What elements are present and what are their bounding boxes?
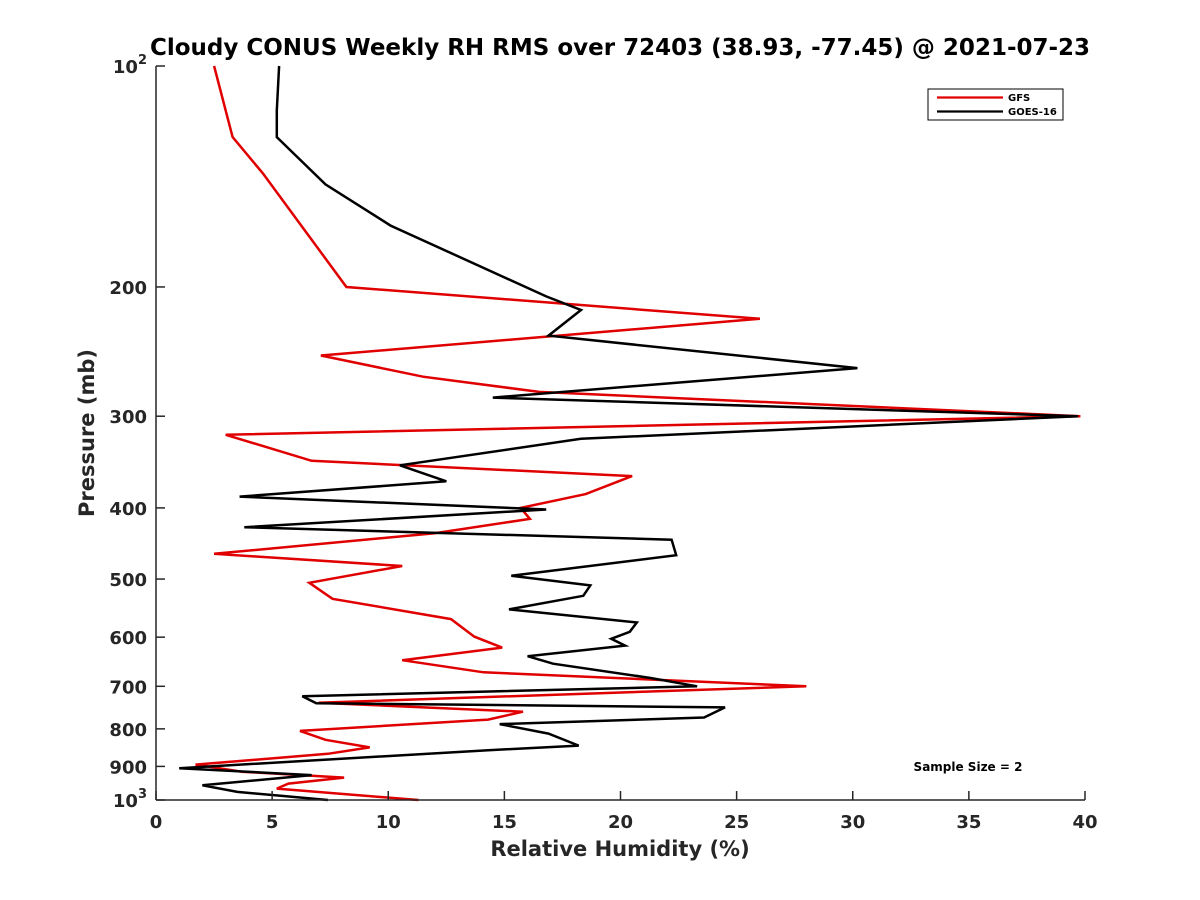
y-axis-label: Pressure (mb) xyxy=(75,349,99,517)
sample-size-annotation: Sample Size = 2 xyxy=(914,760,1023,774)
x-tick-label: 10 xyxy=(376,812,401,833)
legend-label-gfs: GFS xyxy=(1008,93,1030,104)
y-tick-label: 800 xyxy=(109,720,147,741)
x-tick-label: 30 xyxy=(840,812,865,833)
y-tick-label: 200 xyxy=(109,278,147,299)
y-tick-label: 103 xyxy=(113,787,147,812)
y-tick-label: 400 xyxy=(109,499,147,520)
x-tick-label: 0 xyxy=(150,812,163,833)
y-tick-label: 600 xyxy=(109,628,147,649)
series-line-gfs xyxy=(195,65,1081,802)
legend-label-goes16: GOES-16 xyxy=(1008,107,1057,118)
series-layer xyxy=(179,65,1081,802)
y-tick-label: 700 xyxy=(109,677,147,698)
legend: GFS GOES-16 xyxy=(927,88,1064,121)
chart-title: Cloudy CONUS Weekly RH RMS over 72403 (3… xyxy=(150,35,1090,61)
y-tick-label: 900 xyxy=(109,757,147,778)
legend-box xyxy=(927,88,1064,121)
y-axis-ticks: 102 200 300 400 500 600 700 800 900 103 xyxy=(109,53,165,812)
x-tick-label: 35 xyxy=(956,812,981,833)
x-tick-label: 25 xyxy=(724,812,749,833)
y-tick-label: 300 xyxy=(109,407,147,428)
x-tick-label: 5 xyxy=(266,812,279,833)
series-line-goes16 xyxy=(179,65,1079,802)
x-axis-label: Relative Humidity (%) xyxy=(490,837,749,861)
y-tick-label: 500 xyxy=(109,570,147,591)
x-tick-label: 40 xyxy=(1072,812,1097,833)
x-tick-label: 20 xyxy=(608,812,633,833)
x-axis-ticks: 0 5 10 15 20 25 30 35 40 xyxy=(150,791,1098,833)
x-tick-label: 15 xyxy=(492,812,517,833)
y-tick-label: 102 xyxy=(113,53,147,78)
